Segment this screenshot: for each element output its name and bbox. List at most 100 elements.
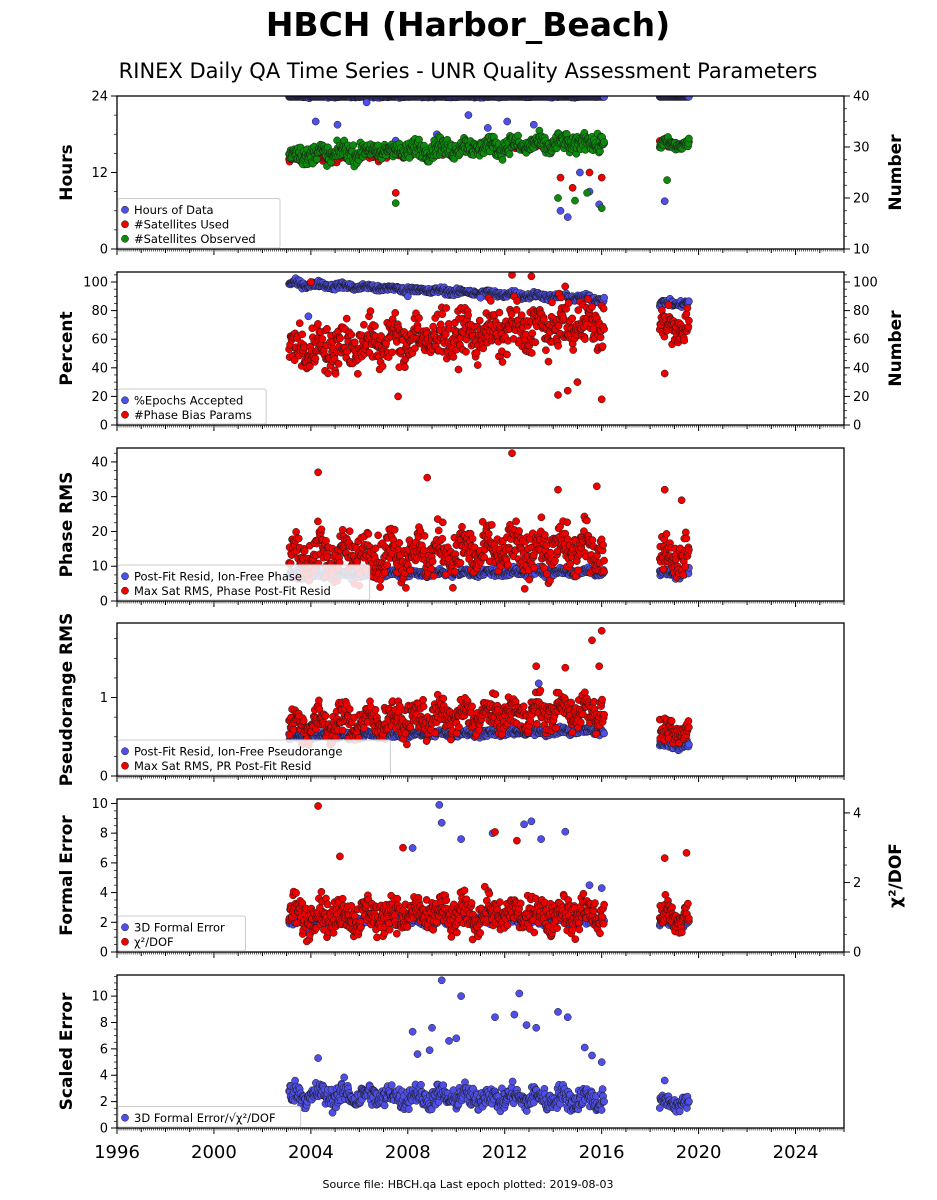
outlier-point (568, 183, 577, 192)
data-point (353, 369, 362, 378)
data-point (581, 335, 589, 343)
data-point (449, 353, 458, 361)
data-point (512, 517, 520, 526)
outlier-point (660, 197, 669, 206)
data-point (598, 342, 607, 351)
outlier-point (391, 189, 400, 197)
legend-marker (121, 410, 129, 419)
data-point (314, 320, 322, 328)
data-point (366, 307, 375, 315)
data-point (588, 302, 596, 311)
data-point (681, 562, 690, 571)
y2-tick-label: 20 (853, 192, 870, 207)
outlier-point (660, 485, 669, 494)
data-point (438, 518, 447, 527)
data-point (298, 330, 307, 339)
data-point (441, 330, 450, 338)
data-point (543, 570, 551, 578)
data-point (662, 530, 671, 538)
data-point (503, 350, 511, 359)
legend-entry: %Epochs Accepted (134, 393, 243, 407)
data-point (458, 522, 466, 531)
data-point (563, 518, 572, 527)
y2-tick-label: 0 (853, 419, 861, 434)
outlier-point (597, 395, 606, 404)
y2-tick-label: 20 (853, 390, 870, 405)
data-point (374, 531, 382, 540)
x-ticks (116, 249, 845, 255)
data-point (378, 362, 387, 371)
x-ticks (116, 601, 845, 607)
data-point (512, 305, 521, 314)
data-point (569, 346, 578, 354)
y-tick-label: 0 (100, 419, 108, 434)
data-point (664, 301, 673, 309)
data-point (294, 534, 303, 543)
data-point (685, 546, 693, 554)
data-point (584, 295, 592, 303)
y-tick-label: 30 (91, 490, 108, 505)
series-2 (285, 272, 693, 404)
legend-entry: #Phase Bias Params (134, 408, 252, 422)
data-point (486, 297, 495, 305)
data-point (468, 534, 477, 543)
y-axis-label: Phase RMS (57, 472, 77, 578)
data-point (334, 359, 343, 368)
y-tick-label: 20 (91, 390, 108, 405)
data-point (411, 344, 419, 353)
data-point (505, 150, 514, 159)
data-point (438, 310, 447, 319)
y-tick-label: 60 (91, 333, 108, 348)
data-point (350, 338, 359, 347)
series-3 (285, 126, 693, 213)
outlier-point (554, 194, 562, 202)
outlier-point (529, 120, 538, 129)
data-point (557, 293, 565, 302)
data-point (561, 282, 570, 291)
y2-tick-label: 30 (853, 141, 870, 156)
outlier-point (304, 312, 313, 321)
y-tick-label: 12 (91, 166, 108, 181)
data-point (290, 356, 299, 365)
data-point (343, 347, 352, 356)
data-point (530, 563, 539, 572)
data-point (349, 141, 358, 150)
y-tick-label: 40 (91, 455, 108, 470)
data-point (391, 309, 400, 317)
outlier-point (423, 473, 432, 482)
data-point (454, 365, 463, 374)
data-point (513, 297, 521, 305)
data-point (544, 357, 553, 366)
data-point (360, 320, 368, 329)
data-point (542, 346, 550, 355)
y2-tick-label: 100 (853, 276, 878, 291)
y-axis-label: Hours (57, 144, 77, 201)
data-point (599, 541, 607, 549)
data-point (599, 567, 608, 576)
outlier-point (333, 120, 342, 129)
plot-area (285, 272, 693, 404)
data-point (322, 537, 330, 545)
data-point (305, 362, 314, 371)
data-point (514, 131, 522, 140)
y-tick-label: 80 (91, 304, 108, 319)
data-point (429, 322, 438, 331)
data-point (311, 354, 320, 363)
data-point (600, 138, 608, 146)
data-point (383, 561, 392, 569)
data-point (600, 556, 608, 565)
data-point (472, 348, 481, 357)
outlier-point (677, 496, 686, 505)
legend-entry: Hours of Data (134, 203, 214, 217)
data-point (473, 361, 482, 369)
outlier-point (571, 196, 579, 205)
outlier-point (554, 391, 562, 399)
data-point (451, 567, 459, 576)
data-point (680, 336, 689, 345)
data-point (583, 516, 591, 525)
data-point (600, 325, 608, 333)
data-point (427, 565, 436, 573)
data-point (685, 316, 693, 325)
